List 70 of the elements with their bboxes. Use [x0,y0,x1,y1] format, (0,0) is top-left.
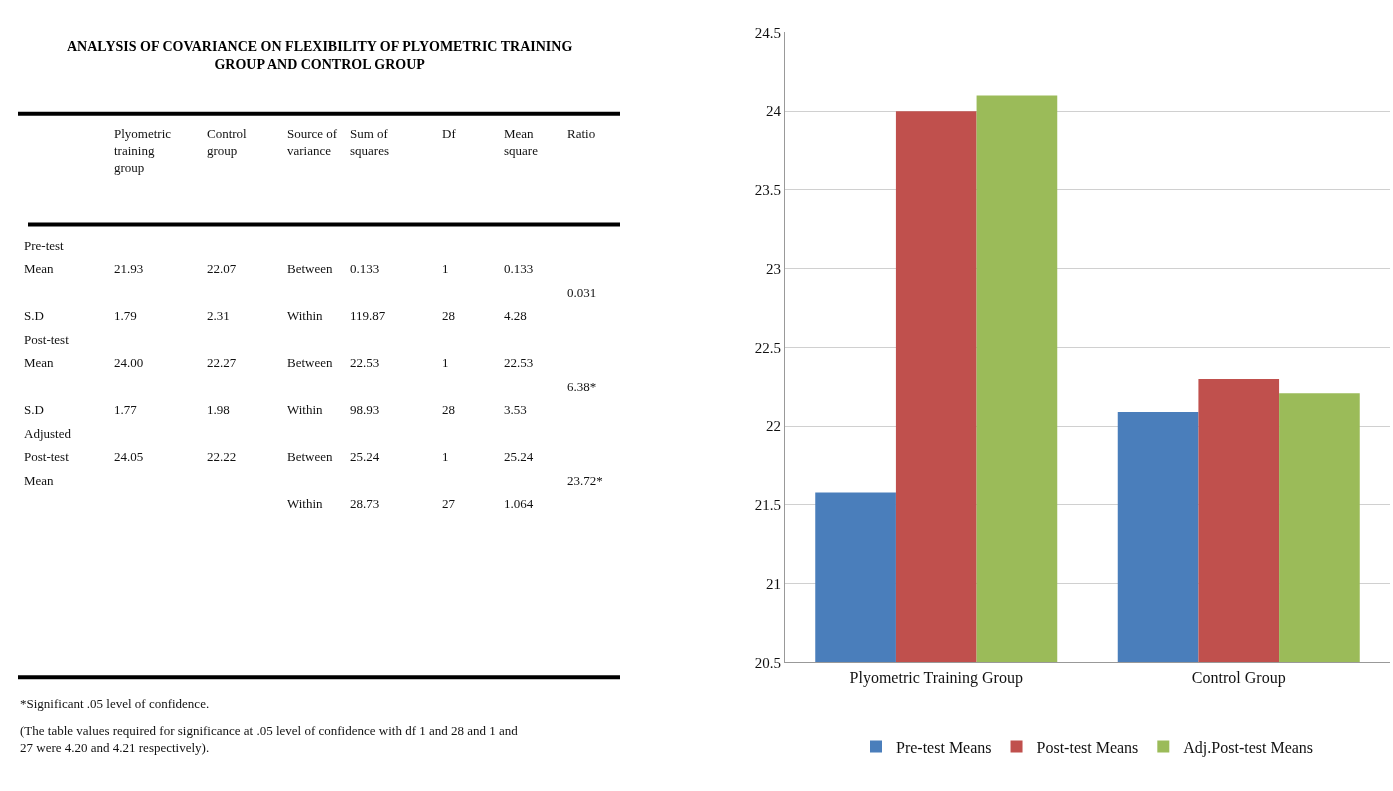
text: 1 [442,261,449,276]
x-tick-label: Control Group [1191,668,1286,687]
text: 22.53 [504,355,534,370]
text: *Significant .05 level of confidence. [20,696,210,711]
text: Pre-test [24,238,64,253]
category-label: Source of variance [287,126,338,158]
text: 24.05 [114,449,144,464]
y-tick-label: 24.5 [754,24,781,41]
text: Post-test [24,449,69,464]
text: 25.24 [504,449,534,464]
text: 0.031 [567,285,597,300]
text: Between [287,355,333,370]
text: Adjusted [24,426,71,441]
y-tick-label: 21 [766,575,781,592]
text: Within [287,402,323,417]
text: Within [287,308,323,323]
text: 2.31 [207,308,230,323]
text: 0.133 [504,261,534,276]
y-tick-label: 23 [766,260,781,277]
text: 21.93 [114,261,144,276]
text: Within [287,496,323,511]
text: Mean [24,473,54,488]
text: Post-test [24,332,69,347]
text: (The table values required for significance at .05 level of confidence with df 1 and 28 and 1 and 27 were 4.20 and 4.21 respectively). [20,723,519,755]
text: 4.28 [504,308,527,323]
text: 0.133 [350,261,380,276]
x-tick-label: Plyometric Training Group [849,668,1023,687]
text: 28 [442,308,455,323]
category-label: Plyometric training group [114,126,172,175]
category-label: Df [442,126,457,141]
y-tick-label: 20.5 [754,654,781,671]
text: 28.73 [350,496,380,511]
y-tick-label: 23.5 [754,182,781,199]
category-label: Control group [207,126,248,158]
text: 1 [442,449,449,464]
text: 22.53 [350,355,380,370]
text: S.D [24,308,44,323]
text: 119.87 [350,308,386,323]
y-tick-label: 22.5 [754,339,781,356]
text: Mean [24,355,54,370]
text: 98.93 [350,402,380,417]
text: S.D [24,402,44,417]
text: 27 [442,496,455,511]
y-tick-label: 21.5 [754,497,781,514]
text: Between [287,261,333,276]
text: Between [287,449,333,464]
legend-label: Adj.Post-test Means [1183,738,1314,757]
text: 6.38* [567,379,597,394]
text: 22.07 [207,261,237,276]
text: 1.79 [114,308,137,323]
text: ANALYSIS OF COVARIANCE ON FLEXIBILITY OF PLYOMETRIC TRAINING GROUP AND CONTROL GROUP [67,39,573,73]
text: 1.77 [114,402,137,417]
category-label: Sum of squares [350,126,389,158]
text: 22.22 [207,449,237,464]
text: 23.72* [567,473,603,488]
text: 1.98 [207,402,230,417]
text: 1.064 [504,496,534,511]
y-tick-label: 22 [766,418,781,435]
category-label: Mean square [504,126,539,158]
text: 22.27 [207,355,237,370]
text: Mean [24,261,54,276]
y-tick-label: 24 [766,103,782,120]
text: 25.24 [350,449,380,464]
legend-label: Post-test Means [1036,738,1139,756]
text: 24.00 [114,355,144,370]
text: 28 [442,402,455,417]
text: 3.53 [504,402,527,417]
legend-label: Pre-test Means [896,738,992,756]
text: 1 [442,355,449,370]
category-label: Ratio [567,126,596,141]
